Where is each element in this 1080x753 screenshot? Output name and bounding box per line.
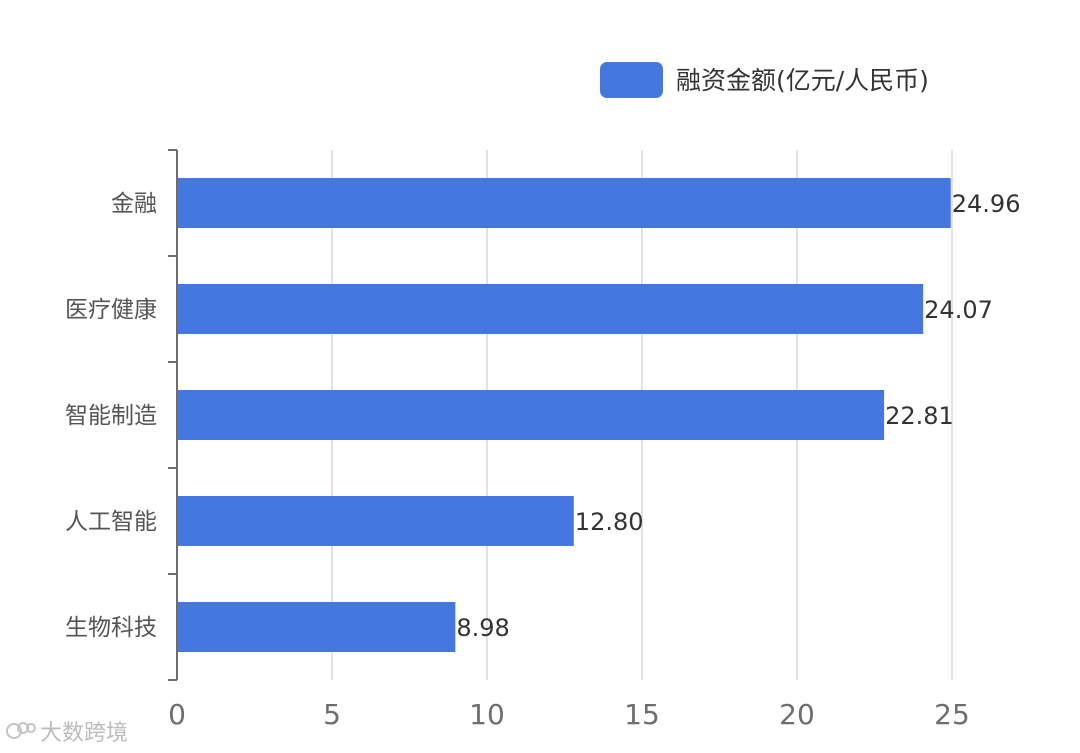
data-labels: 24.96 24.07 22.81 12.80 8.98: [456, 190, 1020, 642]
bars-group: [177, 178, 951, 652]
bar-4[interactable]: [177, 602, 456, 652]
category-label-3: 人工智能: [65, 509, 157, 535]
legend-swatch: [600, 62, 663, 98]
data-label-3: 12.80: [575, 508, 644, 536]
category-label-1: 医疗健康: [65, 297, 157, 323]
bar-3[interactable]: [177, 496, 574, 546]
legend[interactable]: 融资金额(亿元/人民币): [600, 62, 929, 98]
category-label-4: 生物科技: [65, 615, 157, 641]
bar-0[interactable]: [177, 178, 951, 228]
x-tick-label-5: 5: [323, 698, 341, 731]
data-label-4: 8.98: [456, 614, 509, 642]
watermark: 大数跨境: [6, 715, 128, 747]
data-label-1: 24.07: [924, 296, 993, 324]
watermark-logo-icon: [6, 720, 36, 742]
x-tick-label-0: 0: [168, 698, 186, 731]
data-label-0: 24.96: [952, 190, 1021, 218]
data-label-2: 22.81: [885, 402, 954, 430]
x-tick-label-15: 15: [624, 698, 660, 731]
x-tick-label-10: 10: [469, 698, 505, 731]
watermark-text: 大数跨境: [40, 721, 129, 746]
x-tick-label-20: 20: [779, 698, 815, 731]
x-tick-labels: 0 5 10 15 20 25: [168, 698, 970, 731]
category-label-0: 金融: [111, 191, 157, 217]
x-tick-label-25: 25: [934, 698, 970, 731]
axes-group: [168, 149, 178, 681]
bar-1[interactable]: [177, 284, 924, 334]
legend-label: 融资金额(亿元/人民币): [676, 66, 929, 95]
bar-2[interactable]: [177, 390, 885, 440]
category-label-2: 智能制造: [65, 403, 157, 429]
